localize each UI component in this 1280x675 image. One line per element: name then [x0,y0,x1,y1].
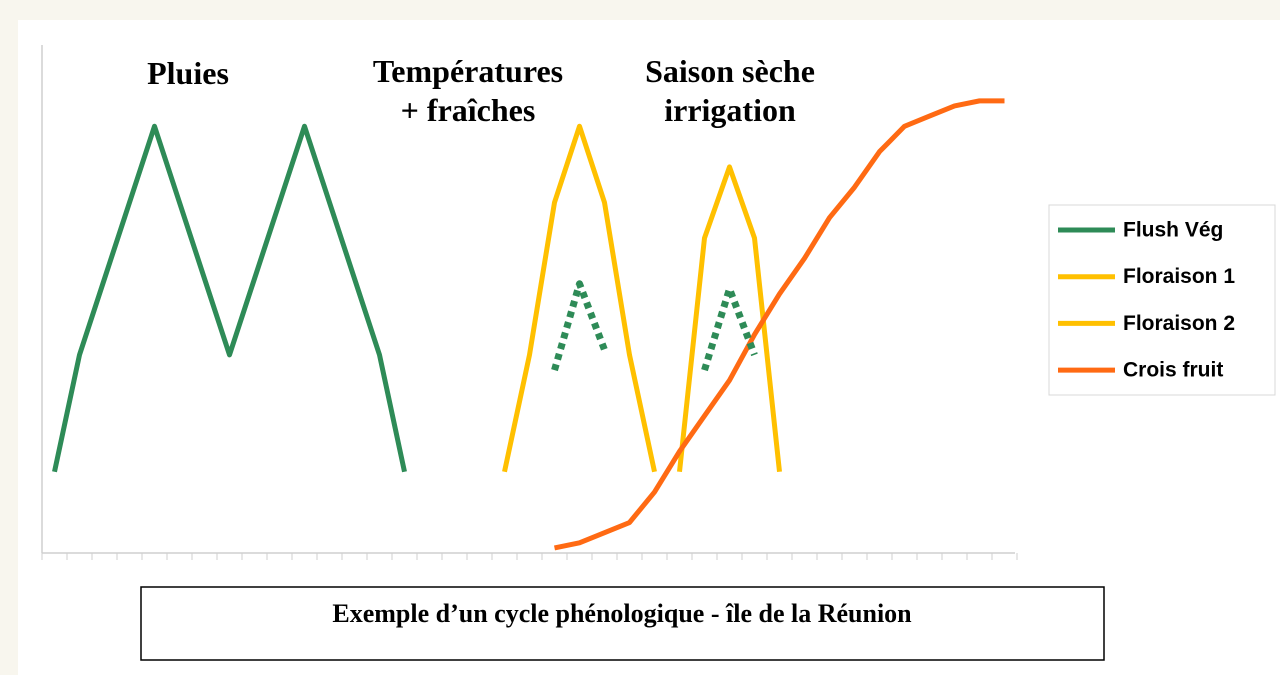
legend-label: Crois fruit [1123,359,1223,382]
line-series [52,123,407,473]
line-series [502,123,657,473]
line-series [554,98,1005,551]
line-series [677,164,782,472]
legend [1048,204,1276,396]
annotation: Saison sèche [645,53,815,89]
legend-label: Floraison 1 [1123,265,1235,288]
annotation: Températures [373,53,563,89]
annotation: Pluies [147,55,229,91]
chart-title: Exemple d’un cycle phénologique - île de… [332,599,912,628]
annotation: + fraîches [401,92,536,128]
caption-box [140,586,1105,661]
legend-label: Flush Vég [1123,219,1223,242]
line-series [551,280,758,372]
legend-label: Floraison 2 [1123,312,1235,335]
annotation: irrigation [664,92,796,128]
